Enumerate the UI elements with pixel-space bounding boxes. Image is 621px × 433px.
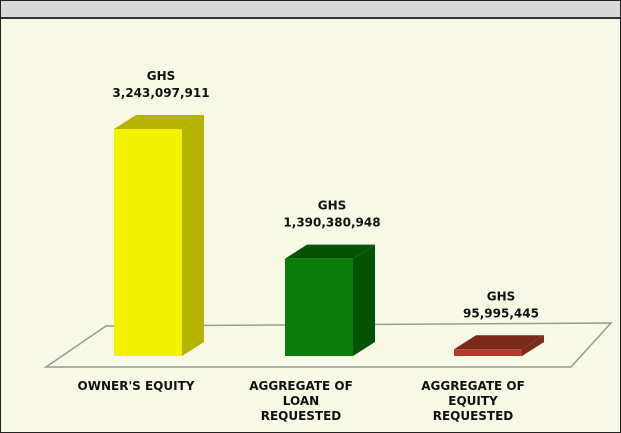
- category-label: AGGREGATE OF LOAN REQUESTED: [249, 379, 353, 423]
- bar: [454, 349, 522, 356]
- category-label: OWNER'S EQUITY: [77, 379, 195, 393]
- bar: [285, 258, 353, 356]
- data-label: GHS 1,390,380,948: [283, 199, 380, 230]
- category-label: AGGREGATE OF EQUITY REQUESTED: [421, 379, 525, 423]
- data-label: GHS 3,243,097,911: [112, 69, 209, 100]
- bar-side: [182, 115, 204, 356]
- data-label: GHS 95,995,445: [463, 289, 539, 320]
- bar-side: [353, 244, 375, 356]
- bar-top: [285, 244, 375, 259]
- bar-top: [454, 335, 544, 350]
- bar: [114, 129, 182, 356]
- bar-top: [114, 115, 204, 129]
- title-bar: [1, 1, 620, 19]
- bar-side: [522, 335, 544, 356]
